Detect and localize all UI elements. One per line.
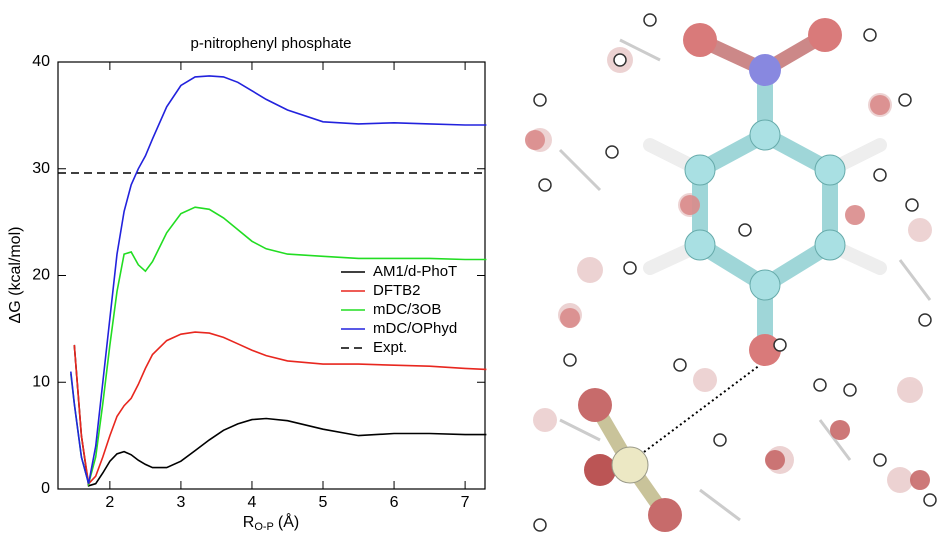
x-tick-label: 6 [390, 494, 399, 511]
x-axis-label: RO-P (Å) [243, 512, 299, 533]
y-tick-label: 20 [32, 267, 50, 284]
x-tick-label: 3 [176, 494, 185, 511]
x-tick-label: 7 [461, 494, 470, 511]
x-tick-label: 5 [319, 494, 328, 511]
x-axis-label-base: R [243, 514, 255, 531]
x-tick-label: 4 [248, 494, 257, 511]
y-axis-label: ΔG (kcal/mol) [7, 227, 24, 324]
legend-label: DFTB2 [373, 282, 421, 299]
y-tick-label: 0 [41, 480, 50, 497]
series-line [70, 206, 487, 487]
x-tick-label: 2 [105, 494, 114, 511]
y-tick-label: 10 [32, 373, 50, 390]
y-tick-label: 30 [32, 160, 50, 177]
legend-label: mDC/3OB [373, 301, 441, 318]
legend-label: mDC/OPhyd [373, 320, 457, 337]
chart-title: p-nitrophenyl phosphate [191, 35, 352, 52]
y-tick-label: 40 [32, 53, 50, 70]
legend-label: Expt. [373, 339, 407, 356]
x-axis-label-unit: (Å) [278, 512, 299, 531]
x-axis-label-sub: O-P [254, 521, 274, 533]
series-line [70, 75, 487, 484]
molecule-render [525, 10, 940, 538]
series-line [73, 344, 487, 487]
series-line [73, 331, 487, 486]
legend-label: AM1/d-PhoT [373, 263, 457, 280]
